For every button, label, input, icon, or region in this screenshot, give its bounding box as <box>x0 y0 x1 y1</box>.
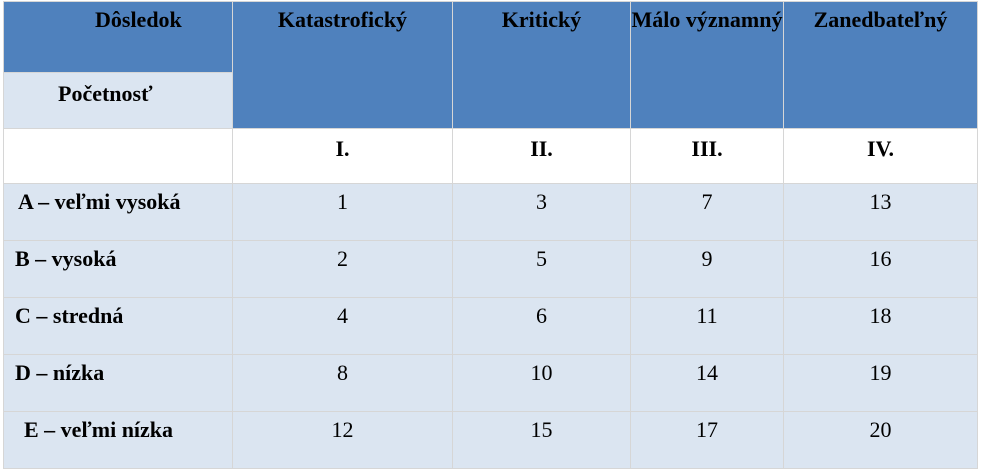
row-label-cell: E – veľmi nízka <box>3 411 233 469</box>
value-cell: 9 <box>630 240 784 298</box>
value-cell: 11 <box>630 297 784 355</box>
value: 19 <box>869 360 892 385</box>
column-header-negligible: Zanedbateľný <box>783 1 978 129</box>
row-label: A – veľmi vysoká <box>18 189 181 214</box>
value: 17 <box>696 417 718 442</box>
value-cell: 7 <box>630 183 784 241</box>
row-label-cell: D – nízka <box>3 354 233 412</box>
value-cell: 3 <box>452 183 631 241</box>
row-label-cell: A – veľmi vysoká <box>3 183 233 241</box>
roman-numeral-row: I. II. III. IV. <box>3 128 978 184</box>
column-header-critical: Kritický <box>452 1 631 129</box>
value-cell: 16 <box>783 240 978 298</box>
value-cell: 1 <box>232 183 453 241</box>
row-label: D – nízka <box>15 360 105 385</box>
table-row-b: B – vysoká 2 5 9 16 <box>3 240 978 298</box>
table-row-d: D – nízka 8 10 14 19 <box>3 354 978 412</box>
row-label-cell: C – stredná <box>3 297 233 355</box>
value-cell: 17 <box>630 411 784 469</box>
value: 20 <box>869 417 892 442</box>
value: 7 <box>701 189 713 214</box>
column-header-label: Kritický <box>501 7 582 32</box>
value: 10 <box>530 360 553 385</box>
value-cell: 12 <box>232 411 453 469</box>
value: 2 <box>337 246 348 271</box>
roman-cell-ii: II. <box>452 128 631 184</box>
value-cell: 18 <box>783 297 978 355</box>
value-cell: 4 <box>232 297 453 355</box>
value: 18 <box>869 303 892 328</box>
row-label: C – stredná <box>15 303 124 328</box>
value-cell: 5 <box>452 240 631 298</box>
value: 8 <box>337 360 348 385</box>
corner-cell-frequency: Početnosť <box>3 72 233 129</box>
roman-cell-i: I. <box>232 128 453 184</box>
risk-matrix-table: Dôsledok Katastrofický Kritický Málo výz… <box>3 1 978 469</box>
value-cell: 15 <box>452 411 631 469</box>
table-row-e: E – veľmi nízka 12 15 17 20 <box>3 411 978 469</box>
value-cell: 14 <box>630 354 784 412</box>
corner-label-frequency: Početnosť <box>58 81 153 106</box>
value-cell: 2 <box>232 240 453 298</box>
value: 9 <box>701 246 713 271</box>
roman-cell-iii: III. <box>630 128 784 184</box>
row-label: B – vysoká <box>15 246 117 271</box>
value: 5 <box>536 246 547 271</box>
value: 4 <box>337 303 348 328</box>
row-label: E – veľmi nízka <box>24 417 174 442</box>
value-cell: 8 <box>232 354 453 412</box>
row-label-cell: B – vysoká <box>3 240 233 298</box>
roman-cell-iv: IV. <box>783 128 978 184</box>
column-header-label: Katastrofický <box>277 7 408 32</box>
value-cell: 20 <box>783 411 978 469</box>
value: 15 <box>530 417 553 442</box>
column-header-label: Zanedbateľný <box>813 7 948 32</box>
roman-empty-cell <box>3 128 233 184</box>
roman-label: II. <box>530 136 553 161</box>
value: 6 <box>536 303 547 328</box>
value-cell: 13 <box>783 183 978 241</box>
column-header-catastrophic: Katastrofický <box>232 1 453 129</box>
value-cell: 19 <box>783 354 978 412</box>
corner-label-consequence: Dôsledok <box>95 7 182 32</box>
table-row-a: A – veľmi vysoká 1 3 7 13 <box>3 183 978 241</box>
header-row-bottom: Početnosť <box>3 72 978 129</box>
value: 1 <box>337 189 348 214</box>
column-header-minor: Málo významný <box>630 1 784 129</box>
corner-cell-consequence: Dôsledok <box>3 1 233 73</box>
table-row-c: C – stredná 4 6 11 18 <box>3 297 978 355</box>
value: 16 <box>869 246 892 271</box>
roman-label: I. <box>335 136 350 161</box>
value: 12 <box>331 417 354 442</box>
value: 3 <box>536 189 547 214</box>
value: 14 <box>696 360 718 385</box>
value: 13 <box>869 189 892 214</box>
value-cell: 6 <box>452 297 631 355</box>
value: 11 <box>696 303 718 328</box>
header-row-top: Dôsledok Katastrofický Kritický Málo výz… <box>3 1 978 129</box>
column-header-label: Málo významný <box>631 7 783 32</box>
value-cell: 10 <box>452 354 631 412</box>
roman-label: III. <box>691 136 723 161</box>
roman-label: IV. <box>866 136 895 161</box>
